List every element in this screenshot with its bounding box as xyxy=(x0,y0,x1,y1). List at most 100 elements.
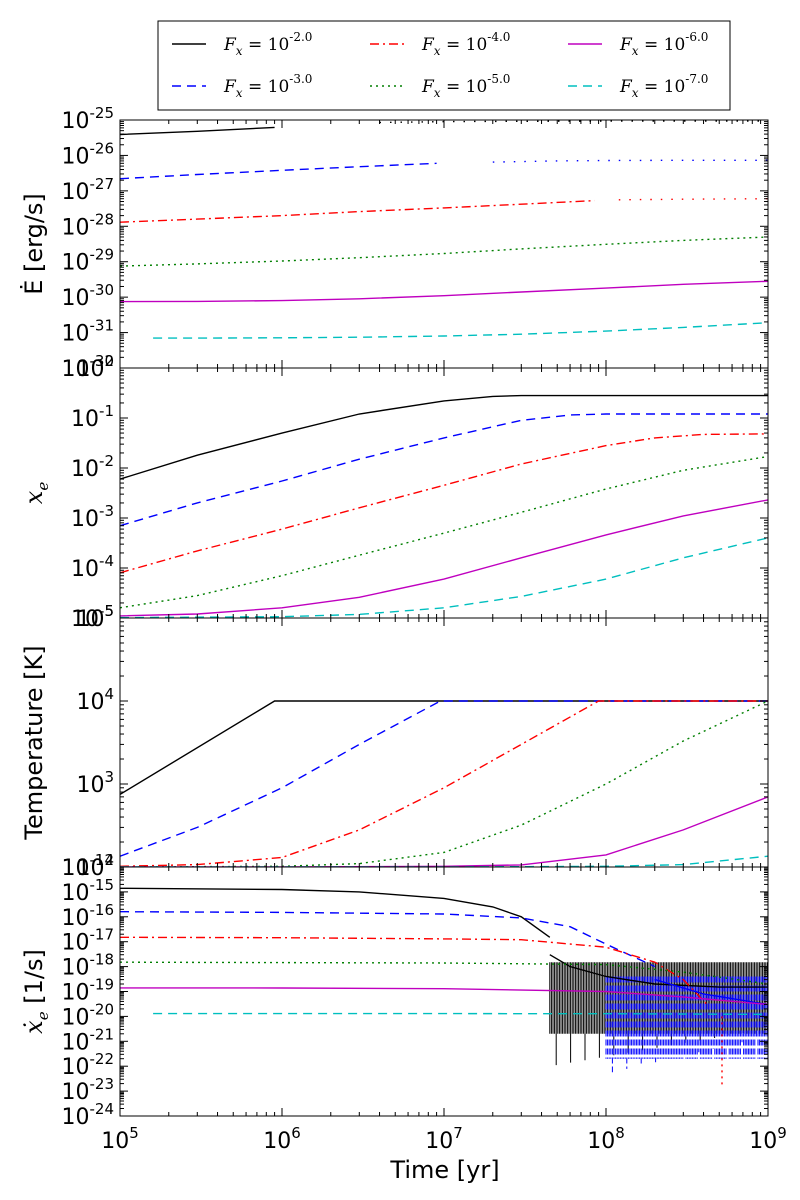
y-tick-label-1-4: 10-28 xyxy=(62,210,115,240)
legend-label-eq: = 10 xyxy=(441,35,488,55)
y-tick-label-4-8: 10-21 xyxy=(62,1025,115,1055)
y-tick-label-3-1-base: 10 xyxy=(76,607,104,632)
legend-label-sub: x xyxy=(632,86,639,100)
y-tick-label-4-4-base: 10 xyxy=(62,931,90,956)
series-line-2-4 xyxy=(120,455,768,609)
x-tick-label-5-base: 10 xyxy=(749,1129,777,1154)
series-line-4-5 xyxy=(120,936,708,1005)
y-axis-label-symbol: x xyxy=(20,490,48,504)
legend-label-sub: x xyxy=(434,86,441,100)
y-tick-label-2-6-exponent: -5 xyxy=(99,602,114,620)
series-line-1-7 xyxy=(120,236,768,267)
legend-label-exp: -4.0 xyxy=(487,30,510,44)
y-axis-label-3: Temperature [K] xyxy=(20,645,48,840)
legend-label-eq: = 10 xyxy=(639,77,686,97)
series-line-4-9 xyxy=(153,1012,768,1016)
x-axis: Time [yr] 105 106 107 108 109 xyxy=(101,1124,787,1184)
y-tick-label-3-2-base: 10 xyxy=(76,690,104,715)
legend-label-exp: -6.0 xyxy=(685,30,708,44)
y-tick-label-1-4-exponent: -28 xyxy=(90,210,115,228)
y-tick-label-2-3-base: 10 xyxy=(71,457,99,482)
y-tick-label-2-5-exponent: -4 xyxy=(99,552,114,570)
y-tick-label-4-4-exponent: -17 xyxy=(90,926,115,944)
y-tick-label-2-2-base: 10 xyxy=(71,407,99,432)
y-tick-label-1-2-exponent: -26 xyxy=(90,139,115,157)
series-line-4-8 xyxy=(120,987,768,1006)
series-line-2-6 xyxy=(120,537,768,618)
panel-4: 10-1410-1510-1610-1710-1810-1910-2010-21… xyxy=(20,851,769,1130)
y-tick-label-4-3-base: 10 xyxy=(62,906,90,931)
y-tick-label-4-7-base: 10 xyxy=(62,1005,90,1030)
series-line-2-5 xyxy=(120,499,768,617)
y-tick-label-1-5-exponent: -29 xyxy=(90,246,115,264)
y-tick-label-3-1-exponent: 5 xyxy=(104,602,114,620)
y-tick-label-4-10-exponent: -23 xyxy=(90,1075,115,1093)
y-tick-label-3-1: 105 xyxy=(76,602,114,632)
series-line-1-2 xyxy=(379,120,768,124)
y-tick-label-4-4: 10-17 xyxy=(62,926,115,956)
y-tick-label-2-3: 10-2 xyxy=(71,452,114,482)
y-tick-label-4-11: 10-24 xyxy=(62,1100,115,1130)
y-axis-label-symbol: ẋ xyxy=(20,1020,48,1034)
y-tick-label-4-9-base: 10 xyxy=(62,1055,90,1080)
y-tick-label-1-5: 10-29 xyxy=(62,246,115,276)
legend-label-eq: = 10 xyxy=(243,35,290,55)
y-tick-label-4-1-exponent: -14 xyxy=(90,851,115,869)
series-line-1-1 xyxy=(120,126,275,136)
legend-frame xyxy=(157,20,731,111)
y-tick-label-4-5-base: 10 xyxy=(62,956,90,981)
y-tick-label-1-6-exponent: -30 xyxy=(90,281,115,299)
y-tick-label-2-4: 10-3 xyxy=(71,502,114,532)
x-tick-label-5-exponent: 9 xyxy=(777,1124,787,1142)
y-tick-label-2-5: 10-4 xyxy=(71,552,114,582)
legend-label-6: Fx = 10-7.0 xyxy=(619,72,708,100)
x-tick-label-2-exponent: 6 xyxy=(291,1124,301,1142)
y-tick-label-2-4-base: 10 xyxy=(71,507,99,532)
y-tick-label-4-2: 10-15 xyxy=(62,876,115,906)
series-line-1-3 xyxy=(120,162,437,180)
x-tick-label-3-exponent: 7 xyxy=(453,1124,463,1142)
legend-label-sub: x xyxy=(434,44,441,58)
series-line-3-4 xyxy=(120,700,768,867)
y-tick-label-4-6: 10-19 xyxy=(62,976,115,1006)
legend-label-sub: x xyxy=(236,86,243,100)
y-tick-label-4-5: 10-18 xyxy=(62,951,115,981)
series-line-3-3 xyxy=(120,700,768,867)
y-axis-label-1: Ė [erg/s] xyxy=(19,193,48,295)
series-line-1-4 xyxy=(492,159,768,163)
y-tick-label-3-3-exponent: 3 xyxy=(104,768,114,786)
legend-label-base: F xyxy=(223,77,237,97)
legend-label-eq: = 10 xyxy=(441,77,488,97)
y-tick-label-2-1-base: 10 xyxy=(76,357,104,382)
y-tick-label-1-3: 10-27 xyxy=(62,175,115,205)
plot-area-4 xyxy=(120,887,768,1087)
y-tick-label-1-8-exponent: -32 xyxy=(90,352,115,370)
panels: 10-2510-2610-2710-2810-2910-3010-3110-32… xyxy=(19,104,769,1130)
y-tick-label-1-7: 10-31 xyxy=(62,317,115,347)
x-axis-label: Time [yr] xyxy=(389,1156,499,1184)
oscillation-band-2 xyxy=(605,976,768,1073)
legend-label-2: Fx = 10-4.0 xyxy=(421,30,510,58)
legend-label-base: F xyxy=(421,35,435,55)
series-line-2-3 xyxy=(120,433,768,574)
x-tick-label-1-exponent: 5 xyxy=(129,1124,139,1142)
x-tick-label-2: 106 xyxy=(263,1124,301,1154)
x-tick-label-4: 108 xyxy=(587,1124,625,1154)
y-tick-label-4-1: 10-14 xyxy=(62,851,115,881)
x-tick-label-5: 109 xyxy=(749,1124,787,1154)
legend-label-base: F xyxy=(223,35,237,55)
y-tick-label-4-7: 10-20 xyxy=(62,1000,115,1030)
series-line-1-6 xyxy=(618,198,768,201)
y-tick-label-4-9: 10-22 xyxy=(62,1050,115,1080)
x-tick-label-2-base: 10 xyxy=(263,1129,291,1154)
legend-label-1: Fx = 10-2.0 xyxy=(223,30,312,58)
x-tick-label-3-base: 10 xyxy=(425,1129,453,1154)
y-tick-label-2-6-base: 10 xyxy=(71,607,99,632)
legend-label-sub: x xyxy=(236,44,243,58)
y-tick-label-1-2: 10-26 xyxy=(62,139,115,169)
y-tick-label-1-8-base: 10 xyxy=(62,357,90,382)
y-tick-label-1-7-base: 10 xyxy=(62,322,90,347)
series-line-3-2 xyxy=(120,700,768,857)
legend-label-5: Fx = 10-5.0 xyxy=(421,72,510,100)
